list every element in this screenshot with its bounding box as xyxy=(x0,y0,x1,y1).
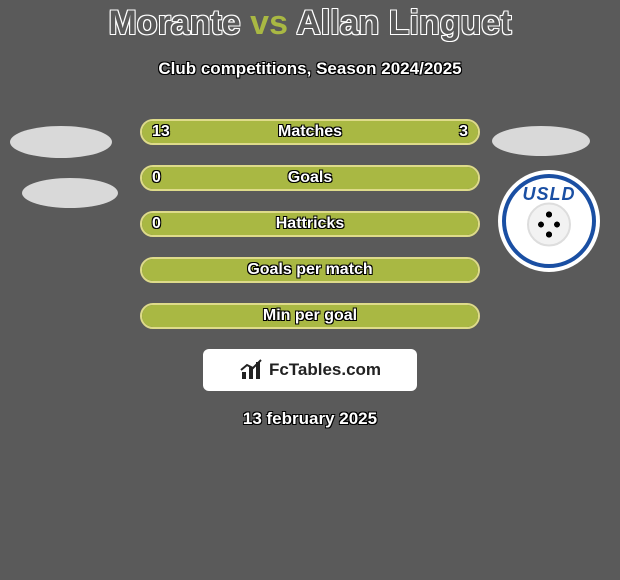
stat-bar-right-fill xyxy=(414,121,478,143)
title-player-right: Allan Linguet xyxy=(296,4,511,42)
stat-row: Goals per match xyxy=(140,257,480,283)
stat-row: Goals0 xyxy=(140,165,480,191)
comparison-infographic: Morante vs Allan Linguet Club competitio… xyxy=(0,0,620,580)
stat-row: Min per goal xyxy=(140,303,480,329)
stat-bar-track xyxy=(140,211,480,237)
attribution-text: FcTables.com xyxy=(269,360,381,380)
stat-bar-left-fill xyxy=(142,213,478,235)
stat-bar-track xyxy=(140,165,480,191)
stat-bar-track xyxy=(140,257,480,283)
stat-row: Hattricks0 xyxy=(140,211,480,237)
stat-bar-track xyxy=(140,303,480,329)
title: Morante vs Allan Linguet xyxy=(0,0,620,43)
stat-bar-track xyxy=(140,119,480,145)
title-player-left: Morante xyxy=(108,4,240,42)
title-vs: vs xyxy=(250,4,288,42)
bar-chart-icon xyxy=(239,358,263,382)
stat-bar-left-fill xyxy=(142,305,478,327)
stat-bar-left-fill xyxy=(142,167,478,189)
stat-row: Matches133 xyxy=(140,119,480,145)
stat-bar-left-fill xyxy=(142,259,478,281)
stat-rows: Matches133 Goals0 Hattricks0 Goals per matc… xyxy=(0,119,620,329)
stat-bar-left-fill xyxy=(142,121,414,143)
attribution-badge: FcTables.com xyxy=(203,349,417,391)
date-caption: 13 february 2025 xyxy=(0,409,620,429)
subtitle: Club competitions, Season 2024/2025 xyxy=(0,59,620,79)
